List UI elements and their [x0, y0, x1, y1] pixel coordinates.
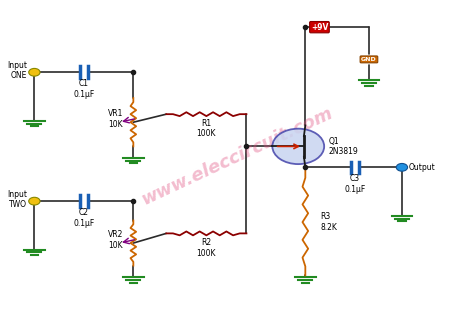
Text: www.eleccircuit.com: www.eleccircuit.com	[138, 104, 336, 208]
Text: VR1
10K: VR1 10K	[108, 109, 123, 129]
Text: GND: GND	[361, 57, 377, 62]
Text: R2
100K: R2 100K	[197, 238, 216, 258]
Text: +9V: +9V	[311, 23, 328, 32]
Text: C3
0.1μF: C3 0.1μF	[344, 175, 365, 194]
Text: C1
0.1μF: C1 0.1μF	[73, 79, 94, 99]
Text: C2
0.1μF: C2 0.1μF	[73, 208, 94, 228]
Text: R3
8.2K: R3 8.2K	[320, 213, 337, 232]
Text: R1
100K: R1 100K	[197, 119, 216, 138]
Text: Output: Output	[409, 163, 436, 172]
Circle shape	[396, 163, 408, 171]
Text: VR2
10K: VR2 10K	[108, 230, 123, 250]
Text: Q1
2N3819: Q1 2N3819	[329, 137, 359, 156]
Text: Input
ONE: Input ONE	[7, 61, 27, 80]
Circle shape	[273, 129, 324, 164]
Text: Input
TWO: Input TWO	[7, 190, 27, 209]
Circle shape	[29, 68, 40, 76]
Circle shape	[29, 197, 40, 205]
